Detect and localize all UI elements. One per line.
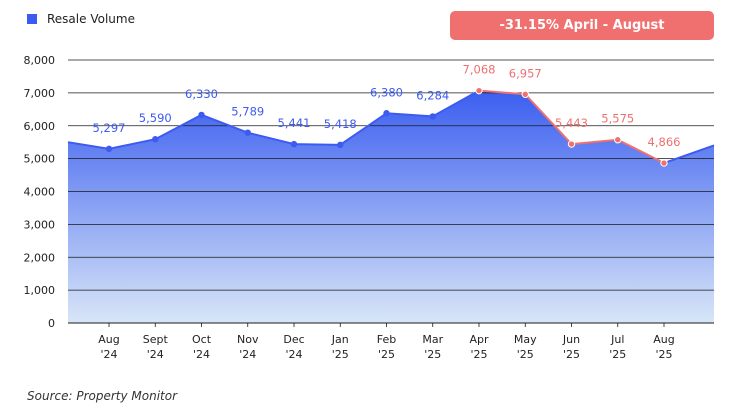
legend-label: Resale Volume [47, 12, 135, 26]
x-tick-label-year: '24 [239, 348, 256, 361]
x-tick-label: Nov [237, 333, 259, 346]
x-tick-label-year: '25 [655, 348, 672, 361]
x-tick-label: Sept [143, 333, 169, 346]
y-tick-label: 7,000 [24, 87, 56, 100]
y-tick-label: 8,000 [24, 54, 56, 67]
data-point [152, 136, 159, 143]
x-tick-label: Aug [653, 333, 674, 346]
x-tick-label-year: '25 [470, 348, 487, 361]
x-tick-label-year: '24 [147, 348, 164, 361]
data-point [614, 136, 622, 144]
data-label: 6,330 [185, 87, 218, 101]
series-line-blue-tail [663, 144, 715, 164]
x-tick-label: Oct [192, 333, 212, 346]
y-tick-label: 6,000 [24, 120, 56, 133]
data-label: 6,284 [416, 88, 449, 102]
data-point [521, 90, 529, 98]
legend: Resale Volume [27, 12, 135, 26]
x-tick-label: Jun [562, 333, 580, 346]
y-tick-label: 0 [48, 317, 55, 330]
x-tick-label-year: '24 [193, 348, 210, 361]
y-tick-label: 5,000 [24, 153, 56, 166]
x-tick-label-year: '25 [517, 348, 534, 361]
data-point [475, 86, 483, 95]
y-tick-label: 1,000 [24, 284, 56, 297]
data-label: 5,418 [324, 117, 357, 131]
x-tick-label-year: '25 [378, 348, 395, 361]
data-point [383, 110, 390, 117]
data-label: 5,590 [139, 111, 172, 125]
area-fill [68, 90, 714, 324]
x-tick-label-year: '25 [332, 348, 349, 361]
x-tick-label: May [514, 333, 537, 346]
series-line-blue [67, 89, 480, 150]
data-point [660, 159, 668, 167]
x-tick-label-year: '25 [609, 348, 626, 361]
data-point [337, 141, 344, 149]
y-tick-label: 3,000 [24, 218, 56, 231]
data-label: 5,789 [231, 105, 264, 119]
y-tick-label: 4,000 [24, 186, 56, 199]
x-tick-label: Feb [377, 333, 396, 346]
data-point [105, 145, 113, 153]
y-tick-label: 2,000 [24, 251, 56, 264]
data-label: 5,443 [555, 116, 588, 130]
data-point [567, 140, 576, 148]
x-tick-label: Aug [98, 333, 119, 346]
data-point [290, 140, 298, 148]
x-tick-label-year: '25 [563, 348, 580, 361]
data-label: 5,441 [278, 116, 311, 130]
data-point [198, 111, 205, 119]
x-tick-label: Apr [469, 333, 489, 346]
data-point [429, 113, 436, 120]
data-label: 6,957 [509, 66, 542, 80]
change-badge: -31.15% April - August [450, 11, 714, 40]
data-label: 4,866 [648, 135, 681, 149]
x-tick-label-year: '24 [100, 348, 117, 361]
x-tick-label-year: '24 [285, 348, 302, 361]
data-label: 5,575 [601, 112, 634, 126]
data-label: 5,297 [93, 121, 126, 135]
data-point [244, 129, 251, 136]
source-note: Source: Property Monitor [27, 389, 178, 403]
x-tick-label: Dec [283, 333, 304, 346]
x-tick-label: Mar [422, 333, 443, 346]
x-tick-label: Jul [610, 333, 624, 346]
data-label: 6,380 [370, 85, 403, 99]
x-tick-label: Jan [331, 333, 349, 346]
legend-swatch [27, 14, 37, 24]
x-tick-label-year: '25 [424, 348, 441, 361]
data-label: 7,068 [463, 63, 496, 77]
